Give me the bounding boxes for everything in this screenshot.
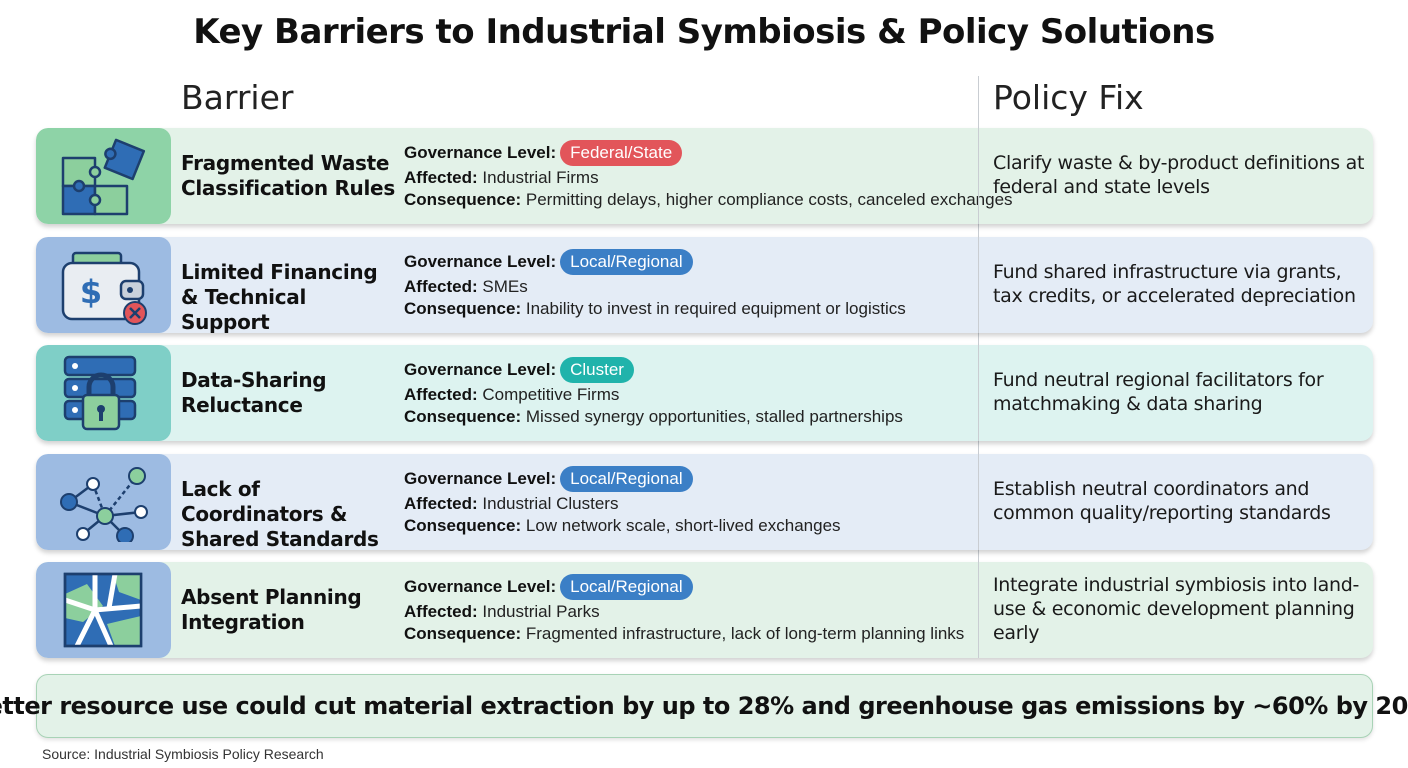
barrier-details: Governance Level: Local/Regional Affected… [404,573,964,645]
row-divider [978,345,979,441]
source-note: Source: Industrial Symbiosis Policy Rese… [42,746,324,762]
barrier-row-data-sharing: Data-Sharing Reluctance Governance Level… [36,345,1373,441]
policy-fix-text: Establish neutral coordinators and commo… [993,478,1331,524]
barrier-row-coordinators: Lack of Coordinators & Shared Standards … [36,454,1373,550]
row-divider [978,237,979,333]
svg-text:$: $ [80,273,102,311]
row-divider [978,128,979,224]
governance-label: Governance Level: [404,143,557,162]
affected-label: Affected: [404,385,478,404]
consequence-label: Consequence: [404,299,522,318]
affected-value: SMEs [482,277,528,296]
icon-panel [36,454,171,550]
policy-fix-text: Integrate industrial symbiosis into land… [993,574,1360,644]
icon-panel [36,345,171,441]
page-title: Key Barriers to Industrial Symbiosis & P… [193,12,1215,52]
barrier-details: Governance Level: Local/Regional Affected… [404,465,841,537]
governance-label: Governance Level: [404,252,557,271]
consequence-label: Consequence: [404,516,522,535]
governance-badge: Local/Regional [560,249,693,275]
consequence-label: Consequence: [404,624,522,643]
consequence-label: Consequence: [404,190,522,209]
policy-fix-text: Fund neutral regional facilitators for m… [993,369,1324,415]
barrier-name: Lack of Coordinators & Shared Standards [181,477,379,550]
summary-text: Better resource use could cut material e… [0,692,1408,720]
network-icon [60,467,148,542]
affected-label: Affected: [404,602,478,621]
affected-value: Industrial Parks [482,602,600,621]
consequence-value: Missed synergy opportunities, stalled pa… [525,407,903,426]
map-icon [63,572,143,648]
policy-fix-column-header: Policy Fix [993,78,1144,117]
governance-badge: Local/Regional [560,574,693,600]
governance-badge: Cluster [560,357,634,383]
barrier-column-header: Barrier [181,78,294,117]
row-divider [978,454,979,550]
wallet-icon: $ [61,251,147,325]
affected-label: Affected: [404,277,478,296]
policy-fix-text: Clarify waste & by-product definitions a… [993,152,1365,198]
consequence-value: Low network scale, short-lived exchanges [525,516,841,535]
affected-label: Affected: [404,494,478,513]
barrier-row-financing: $ Limited Financing & Technical Support … [36,237,1373,333]
governance-label: Governance Level: [404,469,557,488]
consequence-value: Permitting delays, higher compliance cos… [525,190,1013,209]
barrier-name: Fragmented Waste Classification Rules [181,151,395,200]
puzzle-icon [61,138,146,216]
barrier-details: Governance Level: Federal/State Affected:… [404,139,1013,211]
governance-label: Governance Level: [404,360,557,379]
governance-label: Governance Level: [404,577,557,596]
row-divider [978,562,979,658]
governance-badge: Local/Regional [560,466,693,492]
barrier-name: Absent Planning Integration [181,585,362,634]
barrier-row-planning: Absent Planning Integration Governance L… [36,562,1373,658]
icon-panel [36,128,171,224]
barrier-name: Data-Sharing Reluctance [181,368,327,417]
consequence-value: Fragmented infrastructure, lack of long-… [525,624,965,643]
summary-banner: Better resource use could cut material e… [0,674,1408,738]
barrier-details: Governance Level: Local/Regional Affected… [404,248,906,320]
affected-label: Affected: [404,168,478,187]
database-lock-icon [63,355,137,431]
icon-panel [36,562,171,658]
barrier-details: Governance Level: Cluster Affected: Compe… [404,356,903,428]
icon-panel: $ [36,237,171,333]
consequence-label: Consequence: [404,407,522,426]
governance-badge: Federal/State [560,140,683,166]
consequence-value: Inability to invest in required equipmen… [525,299,906,318]
barrier-row-waste-classification: Fragmented Waste Classification Rules Go… [36,128,1373,224]
affected-value: Competitive Firms [482,385,620,404]
barrier-name: Limited Financing & Technical Support [181,260,378,333]
affected-value: Industrial Firms [482,168,599,187]
policy-fix-text: Fund shared infrastructure via grants, t… [993,261,1356,307]
affected-value: Industrial Clusters [482,494,619,513]
